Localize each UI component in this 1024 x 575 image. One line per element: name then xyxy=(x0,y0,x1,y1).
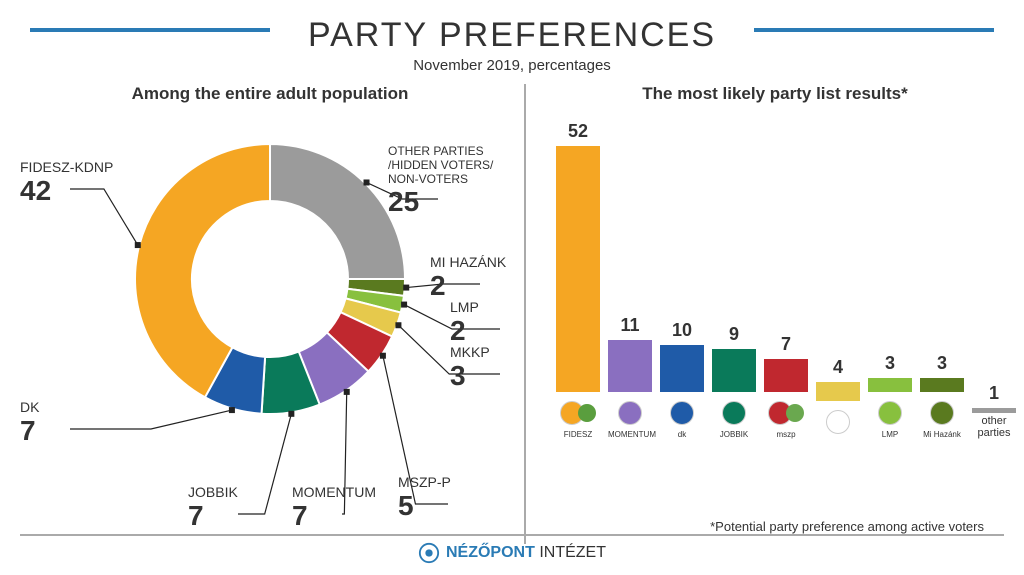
donut-svg xyxy=(130,139,410,419)
footer-logo: NÉZŐPONT INTÉZET xyxy=(418,542,606,564)
donut-panel: Among the entire adult population OTHER … xyxy=(20,84,520,544)
donut-title: Among the entire adult population xyxy=(20,84,520,104)
header: PARTY PREFERENCES November 2019, percent… xyxy=(0,0,1024,74)
bar-panel: The most likely party list results* 52 F… xyxy=(524,84,1004,544)
bar-rect xyxy=(712,349,756,392)
bar-column: 3 Mi Hazánk xyxy=(920,353,964,439)
footer-brand-light: INTÉZET xyxy=(539,544,606,561)
bar-column: 11 MOMENTUM xyxy=(608,315,652,439)
donut-label: OTHER PARTIES/HIDDEN VOTERS/NON-VOTERS25 xyxy=(388,144,493,218)
donut-label: FIDESZ-KDNP42 xyxy=(20,159,113,207)
subtitle: November 2019, percentages xyxy=(0,57,1024,74)
footer-brand-bold: NÉZŐPONT xyxy=(446,544,535,561)
donut-label: DK7 xyxy=(20,399,39,447)
footer: NÉZŐPONT INTÉZET xyxy=(20,534,1004,569)
bar-value: 52 xyxy=(556,121,600,142)
bar-rect xyxy=(556,146,600,392)
donut-chart: OTHER PARTIES/HIDDEN VOTERS/NON-VOTERS25… xyxy=(20,114,520,544)
bar-value: 10 xyxy=(660,320,704,341)
bar-rect xyxy=(972,408,1016,413)
bar-value: 11 xyxy=(608,315,652,336)
bar-value: 7 xyxy=(764,334,808,355)
bar-rect xyxy=(920,378,964,392)
bar-rect xyxy=(764,359,808,392)
bar-column: 3 LMP xyxy=(868,353,912,439)
header-rule-right xyxy=(754,28,994,32)
bar-column: 1 otherparties xyxy=(972,383,1016,439)
bar-column: 7 mszp xyxy=(764,334,808,439)
bar-column: 52 FIDESZ xyxy=(556,121,600,439)
header-rule-left xyxy=(30,28,270,32)
donut-label: MKKP3 xyxy=(450,344,490,392)
bar-rect xyxy=(868,378,912,392)
bar-rect xyxy=(608,340,652,392)
logo-icon xyxy=(418,542,440,564)
donut-label: LMP2 xyxy=(450,299,479,347)
donut-label: JOBBIK7 xyxy=(188,484,238,532)
bar-rect xyxy=(660,345,704,392)
bar-value: 3 xyxy=(868,353,912,374)
bar-column: 4 xyxy=(816,357,860,439)
bar-column: 9 JOBBIK xyxy=(712,324,756,439)
bar-chart: 52 FIDESZ 11 MOMENTUM 10 dk 9 JOBBIK 7 m… xyxy=(546,114,1004,544)
bar-column: 10 dk xyxy=(660,320,704,439)
donut-slice xyxy=(270,144,405,279)
bar-value: 3 xyxy=(920,353,964,374)
content: Among the entire adult population OTHER … xyxy=(0,74,1024,544)
bar-title: The most likely party list results* xyxy=(546,84,1004,104)
bars-row: 52 FIDESZ 11 MOMENTUM 10 dk 9 JOBBIK 7 m… xyxy=(556,121,1016,439)
donut-label: MI HAZÁNK2 xyxy=(430,254,506,302)
bar-value: 9 xyxy=(712,324,756,345)
donut-label: MOMENTUM7 xyxy=(292,484,376,532)
bar-rect xyxy=(816,382,860,401)
donut-label: MSZP-P5 xyxy=(398,474,451,522)
bar-value: 4 xyxy=(816,357,860,378)
bar-value: 1 xyxy=(972,383,1016,404)
main-title: PARTY PREFERENCES xyxy=(0,16,1024,55)
bar-footnote: *Potential party preference among active… xyxy=(710,519,984,534)
